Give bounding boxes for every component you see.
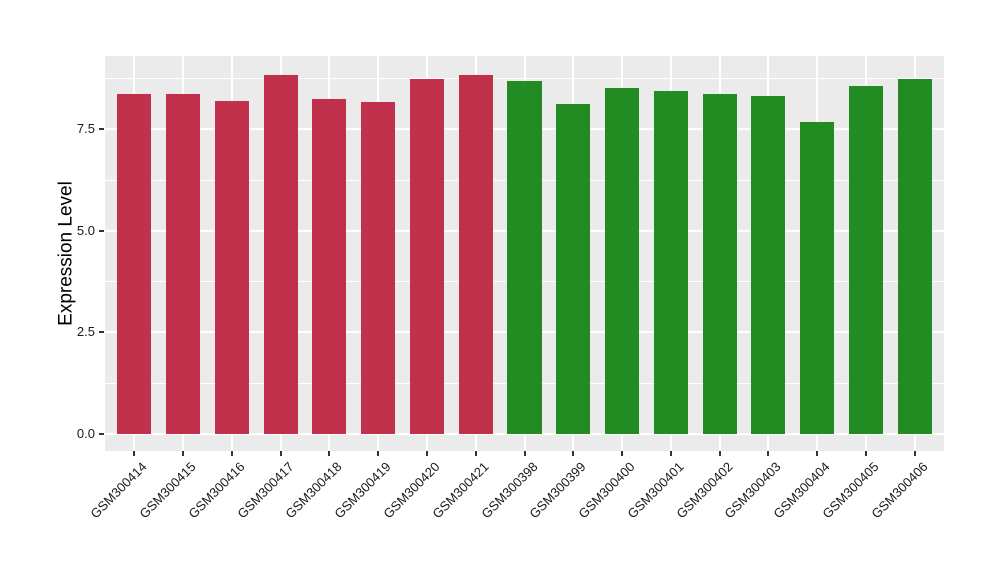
- bar-GSM300415: [165, 94, 201, 434]
- x-tick-mark: [474, 451, 477, 456]
- bar-GSM300398: [507, 80, 542, 434]
- x-tick-mark: [621, 451, 624, 456]
- x-tick-mark: [864, 451, 867, 456]
- bar-GSM300421: [458, 75, 493, 434]
- bar-GSM300418: [312, 98, 347, 434]
- bar-GSM300420: [409, 78, 444, 434]
- x-tick-mark: [816, 451, 819, 456]
- x-tick-mark: [182, 451, 185, 456]
- y-axis-title: Expression Level: [55, 181, 77, 326]
- y-tick-mark: [99, 432, 104, 435]
- y-tick-mark: [99, 331, 104, 334]
- bar-GSM300402: [702, 94, 737, 434]
- plot-panel: [105, 56, 944, 451]
- y-tick-mark: [99, 229, 104, 232]
- x-tick-mark: [669, 451, 672, 456]
- bar-GSM300414: [117, 94, 152, 434]
- x-tick-mark: [913, 451, 916, 456]
- y-tick-label: 2.5: [76, 324, 95, 340]
- x-tick-mark: [230, 451, 233, 456]
- x-tick-mark: [279, 451, 282, 456]
- bar-GSM300417: [263, 75, 298, 434]
- bar-GSM300403: [751, 95, 786, 434]
- y-tick-mark: [99, 128, 104, 131]
- bar-GSM300401: [653, 90, 688, 434]
- x-tick-mark: [523, 451, 526, 456]
- bar-GSM300405: [848, 86, 883, 434]
- y-tick-label: 5.0: [76, 222, 95, 238]
- bar-GSM300400: [605, 87, 640, 434]
- x-tick-mark: [718, 451, 721, 456]
- bar-GSM300419: [361, 101, 396, 434]
- bar-GSM300404: [800, 121, 835, 434]
- x-tick-mark: [328, 451, 331, 456]
- x-tick-mark: [377, 451, 380, 456]
- bar-GSM300399: [556, 104, 591, 434]
- y-tick-label: 0.0: [76, 425, 95, 441]
- x-tick-mark: [425, 451, 428, 456]
- y-tick-label: 7.5: [76, 121, 95, 137]
- bar-GSM300406: [897, 79, 932, 434]
- x-tick-mark: [767, 451, 770, 456]
- x-tick-mark: [572, 451, 575, 456]
- x-tick-mark: [133, 451, 136, 456]
- bar-GSM300416: [214, 101, 249, 434]
